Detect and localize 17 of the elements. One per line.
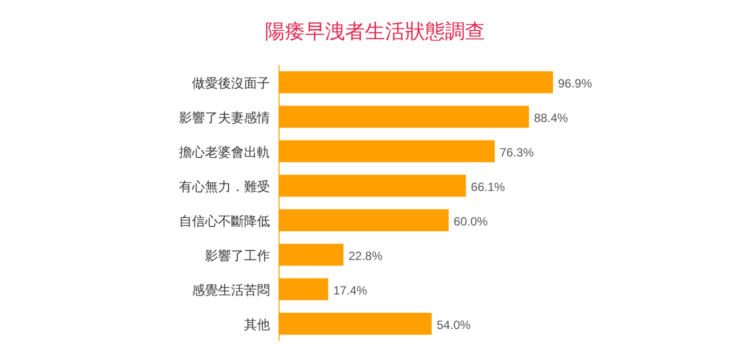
data-label: 22.8% [348, 248, 383, 263]
data-label: 17.4% [333, 283, 368, 298]
y-tick-label: 有心無力．難受 [179, 178, 270, 194]
y-tick-label: 擔心老婆會出軌 [179, 144, 270, 160]
data-label: 76.3% [500, 145, 534, 160]
y-tick-label: 影響了夫妻感情 [179, 110, 270, 125]
y-tick-label: 自信心不斷降低 [179, 213, 270, 228]
y-tick-label: 做愛後沒面子 [192, 75, 270, 90]
data-label: 88.4% [534, 110, 568, 125]
y-tick-label: 感覺生活苦悶 [192, 282, 270, 298]
y-tick-label: 影響了工作 [205, 248, 270, 263]
data-label: 60.0% [454, 214, 488, 228]
data-label: 66.1% [470, 180, 506, 194]
chart-title: 陽痿早洩者生活狀態調查 [265, 21, 485, 43]
y-tick-label: 其他 [244, 316, 270, 332]
data-label: 96.9% [558, 76, 592, 90]
data-label: 54.0% [436, 318, 472, 332]
